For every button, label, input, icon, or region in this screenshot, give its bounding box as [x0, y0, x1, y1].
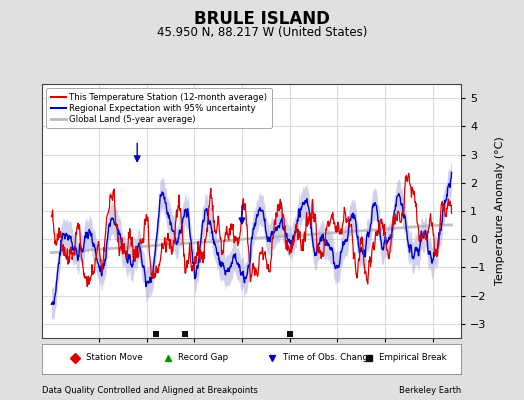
Y-axis label: Temperature Anomaly (°C): Temperature Anomaly (°C) [495, 137, 505, 285]
Text: Berkeley Earth: Berkeley Earth [399, 386, 461, 395]
Text: 45.950 N, 88.217 W (United States): 45.950 N, 88.217 W (United States) [157, 26, 367, 39]
Text: Station Move: Station Move [86, 353, 143, 362]
Legend: This Temperature Station (12-month average), Regional Expectation with 95% uncer: This Temperature Station (12-month avera… [46, 88, 272, 128]
Text: Time of Obs. Change: Time of Obs. Change [283, 353, 373, 362]
Text: Data Quality Controlled and Aligned at Breakpoints: Data Quality Controlled and Aligned at B… [42, 386, 258, 395]
Text: Empirical Break: Empirical Break [379, 353, 447, 362]
Text: BRULE ISLAND: BRULE ISLAND [194, 10, 330, 28]
Text: Record Gap: Record Gap [178, 353, 228, 362]
